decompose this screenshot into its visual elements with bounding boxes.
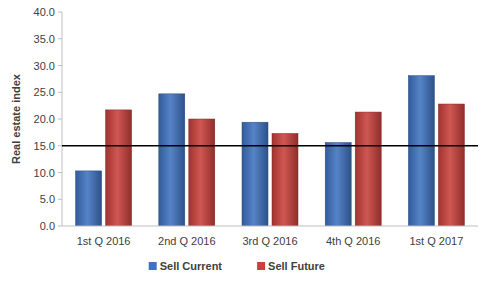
x-tick-label: 4th Q 2016: [326, 235, 380, 247]
bar: [325, 143, 351, 226]
y-tick: [58, 119, 62, 120]
y-tick-label: 40.0: [34, 6, 55, 18]
y-tick-label: 35.0: [34, 33, 55, 45]
y-tick: [58, 172, 62, 173]
bar: [355, 112, 381, 226]
bars: [76, 76, 465, 226]
legend-swatch: [149, 262, 157, 270]
x-axis-line: [62, 226, 478, 227]
y-tick: [58, 226, 62, 227]
x-tick-label: 3rd Q 2016: [242, 235, 297, 247]
x-tick-label: 1st Q 2017: [409, 235, 463, 247]
y-tick: [58, 65, 62, 66]
bar: [76, 171, 102, 226]
bar: [159, 94, 185, 226]
y-tick-label: 10.0: [34, 167, 55, 179]
legend-swatch: [257, 262, 265, 270]
bar: [242, 122, 268, 226]
y-tick: [58, 145, 62, 146]
bar: [272, 133, 298, 226]
bar: [408, 76, 434, 226]
y-tick-label: 0.0: [40, 220, 55, 232]
y-axis-title: Real estate index: [10, 73, 22, 164]
y-tick: [58, 12, 62, 13]
y-tick: [58, 92, 62, 93]
bar: [106, 110, 132, 226]
y-axis-line: [62, 12, 63, 226]
y-tick-label: 5.0: [40, 193, 55, 205]
x-tick-label: 2nd Q 2016: [158, 235, 216, 247]
reference-line: [62, 145, 478, 146]
y-tick: [58, 38, 62, 39]
y-tick-label: 25.0: [34, 86, 55, 98]
legend-label: Sell Future: [268, 260, 325, 272]
x-tick-label: 1st Q 2016: [77, 235, 131, 247]
chart-svg: 0.0 5.0 10.0 15.0 20.0 25.0 30.0 35.0 40.0 Real e…: [0, 0, 488, 289]
y-tick-label: 20.0: [34, 113, 55, 125]
reference-group: [62, 145, 478, 146]
bar: [189, 119, 215, 226]
bar: [438, 104, 464, 226]
legend: Sell Current Sell Future: [149, 260, 325, 272]
chart-container: 0.0 5.0 10.0 15.0 20.0 25.0 30.0 35.0 40.0 Real e…: [0, 0, 488, 289]
y-tick-label: 30.0: [34, 60, 55, 72]
y-tick-label: 15.0: [34, 140, 55, 152]
y-tick: [58, 199, 62, 200]
legend-label: Sell Current: [160, 260, 223, 272]
